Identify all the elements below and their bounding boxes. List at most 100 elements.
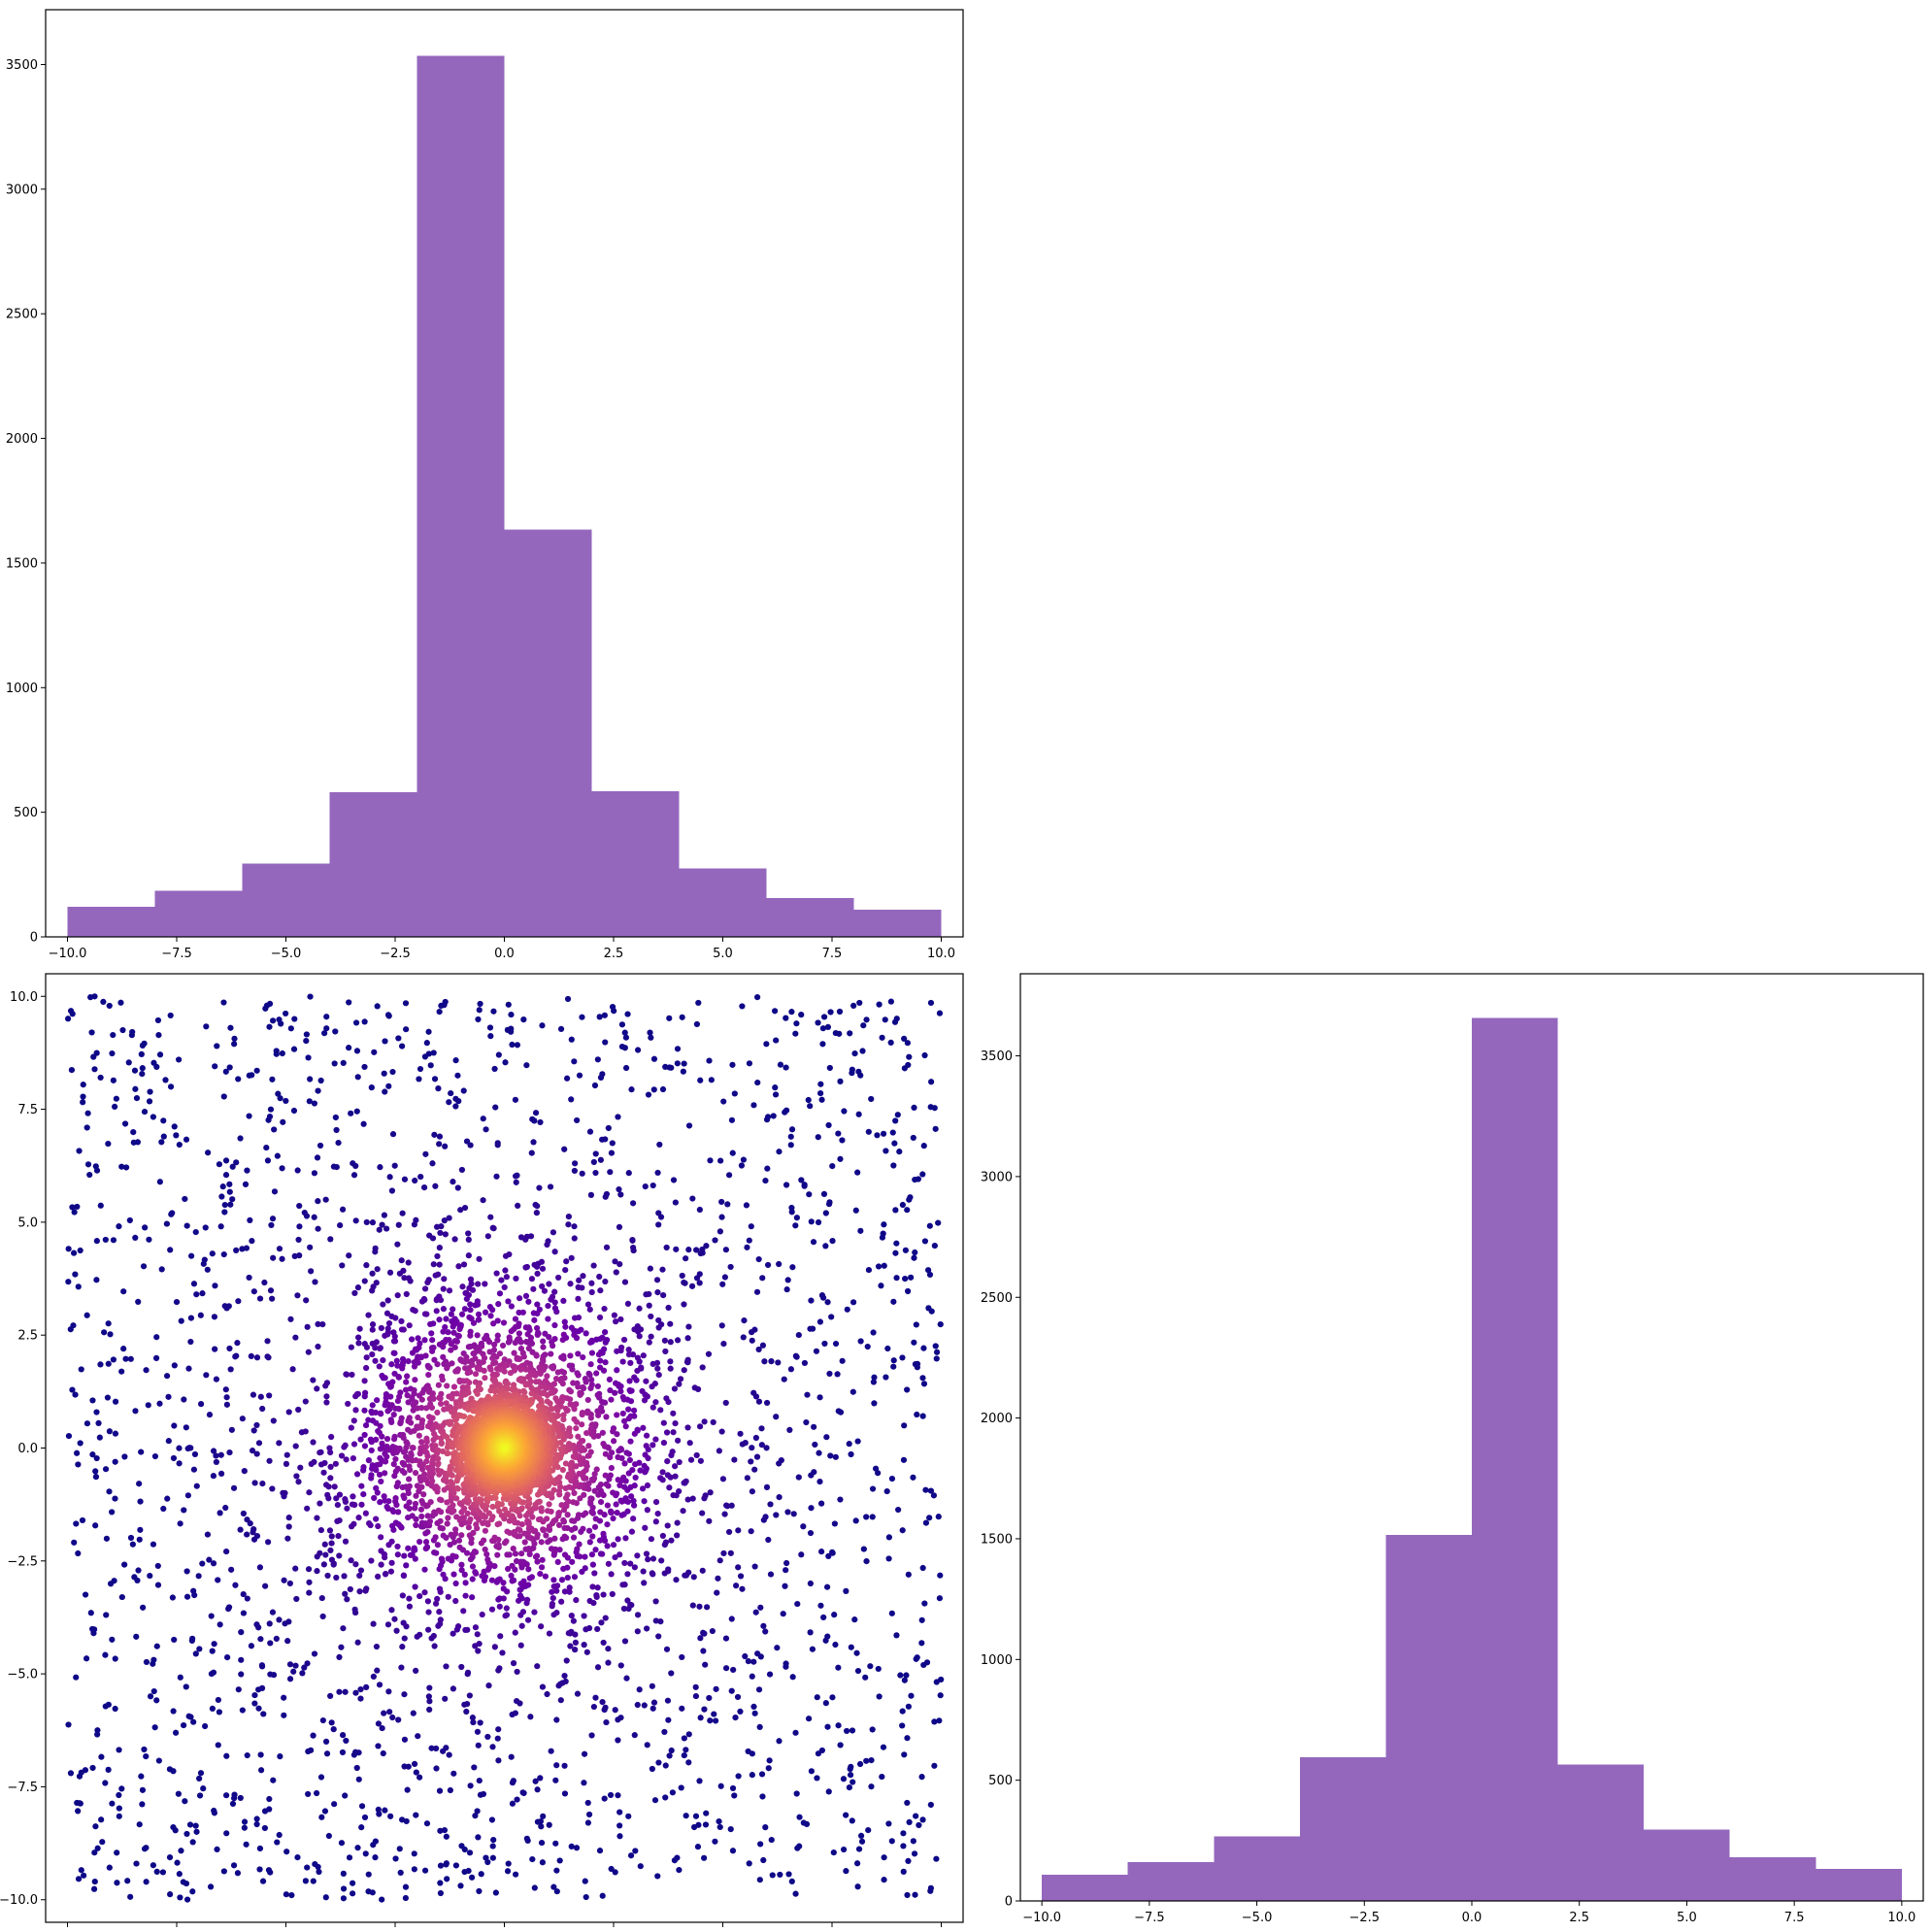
scatter-point xyxy=(703,1243,710,1249)
scatter-point xyxy=(270,1777,277,1783)
scatter-point xyxy=(492,1104,499,1111)
scatter-point xyxy=(523,1062,530,1069)
scatter-point xyxy=(710,1418,716,1426)
scatter-point xyxy=(435,1271,442,1278)
scatter-point xyxy=(735,1527,742,1534)
scatter-point xyxy=(685,1759,692,1766)
scatter-point xyxy=(668,1451,675,1459)
scatter-point xyxy=(406,1482,413,1489)
scatter-point xyxy=(470,1529,477,1536)
scatter-point xyxy=(573,1335,581,1342)
scatter-point xyxy=(422,1352,429,1359)
histogram-bars xyxy=(67,55,942,937)
scatter-point xyxy=(257,1767,265,1774)
scatter-point xyxy=(65,1246,72,1252)
scatter-point xyxy=(534,1499,541,1506)
scatter-point xyxy=(202,1224,209,1231)
scatter-point xyxy=(664,1472,672,1479)
scatter-point xyxy=(412,1177,418,1184)
scatter-point xyxy=(431,1076,439,1083)
scatter-point xyxy=(718,1198,725,1206)
scatter-point xyxy=(360,1464,367,1471)
scatter-point xyxy=(400,1619,407,1626)
scatter-point xyxy=(806,1191,813,1198)
scatter-point xyxy=(912,1891,918,1898)
scatter-point xyxy=(768,1836,775,1844)
scatter-point xyxy=(465,1236,472,1243)
scatter-point xyxy=(384,1621,392,1628)
scatter-point xyxy=(621,1483,628,1490)
scatter-point xyxy=(385,1498,392,1505)
scatter-point xyxy=(193,1482,200,1489)
scatter-point xyxy=(77,1247,83,1254)
scatter-point xyxy=(613,1269,619,1276)
scatter-point xyxy=(525,1582,532,1588)
scatter-point xyxy=(394,1292,401,1299)
scatter-point xyxy=(591,1082,599,1089)
scatter-point xyxy=(697,1715,704,1721)
scatter-point xyxy=(624,1011,631,1017)
scatter-point xyxy=(772,1091,780,1098)
scatter-point xyxy=(551,1299,558,1306)
scatter-point xyxy=(728,1116,736,1123)
scatter-point xyxy=(796,1814,803,1820)
scatter-point xyxy=(470,1718,477,1726)
scatter-point xyxy=(634,1612,642,1618)
scatter-point xyxy=(395,1374,402,1381)
scatter-point xyxy=(765,1765,772,1772)
scatter-point xyxy=(660,1291,667,1299)
scatter-point xyxy=(346,999,352,1006)
scatter-point xyxy=(433,1308,440,1315)
scatter-point xyxy=(588,1280,595,1286)
scatter-point xyxy=(830,1849,837,1856)
scatter-point xyxy=(226,1188,233,1195)
scatter-point xyxy=(240,1590,247,1598)
scatter-point xyxy=(663,1429,671,1436)
scatter-point xyxy=(847,1030,853,1037)
scatter-point xyxy=(185,1365,192,1372)
scatter-point xyxy=(354,1845,361,1851)
scatter-point xyxy=(854,1438,861,1445)
scatter-point xyxy=(631,1564,638,1571)
scatter-point xyxy=(394,1241,401,1248)
scatter-point xyxy=(661,1728,668,1736)
scatter-point xyxy=(476,1887,483,1895)
scatter-point xyxy=(338,1452,346,1459)
scatter-point xyxy=(602,1328,609,1336)
scatter-point xyxy=(378,1478,384,1485)
scatter-point xyxy=(118,1593,125,1601)
scatter-point xyxy=(572,1647,579,1653)
scatter-point xyxy=(413,1769,419,1776)
scatter-point xyxy=(418,1439,425,1446)
scatter-point xyxy=(650,1055,658,1062)
scatter-point xyxy=(562,1323,569,1330)
scatter-point xyxy=(921,1051,928,1059)
scatter-point xyxy=(514,1697,520,1705)
scatter-point xyxy=(494,1551,501,1558)
scatter-point xyxy=(460,1087,467,1094)
scatter-point xyxy=(400,1492,407,1499)
scatter-point xyxy=(905,1571,912,1578)
scatter-point xyxy=(609,1140,616,1147)
scatter-point xyxy=(523,1835,530,1842)
scatter-point xyxy=(458,1843,465,1849)
scatter-point xyxy=(189,1635,196,1642)
scatter-point xyxy=(374,1667,381,1674)
scatter-point xyxy=(918,1616,925,1623)
scatter-point xyxy=(571,1489,578,1497)
scatter-point xyxy=(844,1727,850,1735)
scatter-point xyxy=(321,1541,328,1548)
scatter-point xyxy=(575,1383,582,1390)
scatter-point xyxy=(591,1487,598,1494)
scatter-point xyxy=(600,1639,607,1647)
scatter-point xyxy=(294,1292,301,1299)
scatter-point xyxy=(922,1486,929,1493)
scatter-point xyxy=(376,1811,383,1817)
scatter-point xyxy=(362,1510,369,1516)
scatter-point xyxy=(413,1521,419,1529)
scatter-point xyxy=(274,1152,281,1159)
scatter-point xyxy=(788,1209,795,1216)
scatter-point xyxy=(454,1072,461,1079)
scatter-point xyxy=(691,1384,698,1391)
scatter-point xyxy=(848,1644,854,1650)
